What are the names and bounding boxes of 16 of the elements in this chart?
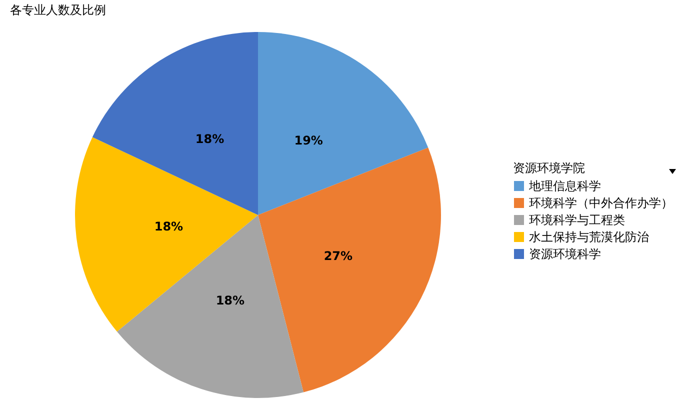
legend-label: 环境科学与工程类 (529, 213, 625, 227)
legend-title: 资源环境学院 (513, 161, 585, 175)
pie-slice (258, 148, 441, 392)
legend-label: 环境科学（中外合作办学） (529, 196, 673, 210)
pie-slice (116, 215, 304, 398)
data-label: 27% (324, 248, 353, 263)
legend-label: 水土保持与荒漠化防治 (529, 230, 649, 244)
legend-label: 地理信息科学 (528, 179, 601, 193)
pie-slice (258, 32, 428, 215)
data-label: 18% (195, 132, 224, 146)
pie-slice (92, 32, 258, 215)
legend-label: 资源环境科学 (529, 247, 601, 261)
data-label: 18% (216, 294, 245, 308)
data-label: 18% (154, 219, 184, 234)
data-label: 19% (294, 134, 323, 148)
chart-title: 各专业人数及比例 (10, 3, 106, 17)
